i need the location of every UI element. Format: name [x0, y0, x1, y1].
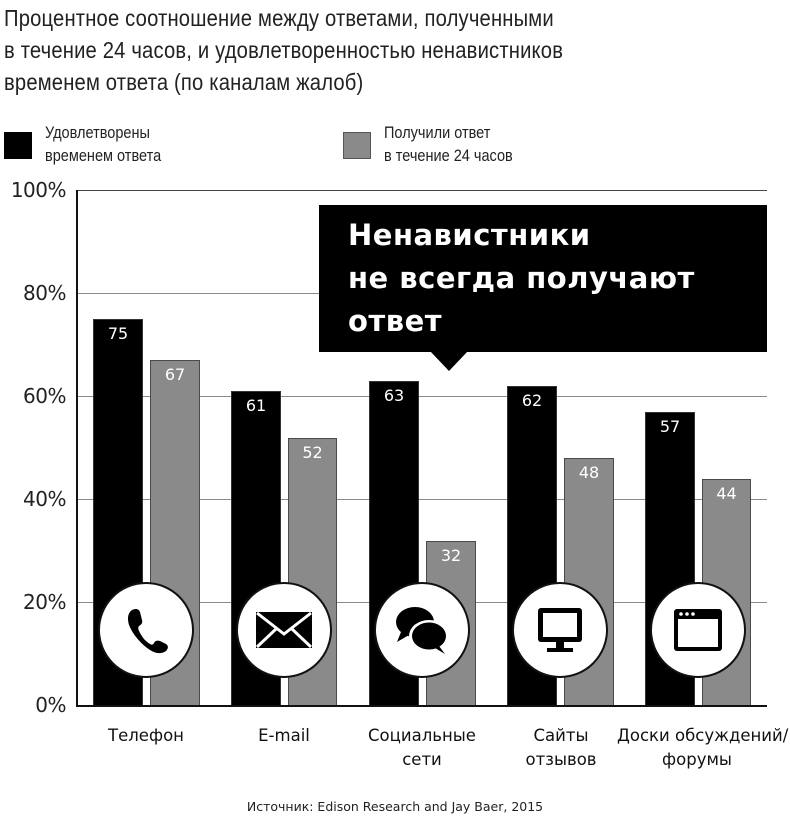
y-tick-label: 40% — [23, 487, 66, 511]
y-axis — [76, 190, 78, 707]
bar-value-label: 32 — [440, 546, 462, 565]
envelope-icon — [236, 582, 332, 678]
x-axis — [76, 705, 767, 707]
chart-title-line: временем ответа (по каналам жалоб) — [4, 69, 364, 95]
category-label-phone: Телефон — [108, 726, 184, 745]
chat-bubbles-icon — [374, 582, 470, 678]
gridline-100 — [77, 190, 767, 191]
browser-window-icon — [650, 582, 746, 678]
chart-title-line: в течение 24 часов, и удовлетворенностью… — [4, 37, 564, 63]
bar-value-label: 44 — [716, 484, 737, 503]
y-tick-label: 80% — [23, 281, 66, 305]
category-label-email: E-mail — [258, 726, 310, 745]
phone-icon — [98, 582, 194, 678]
bar-value-label: 67 — [164, 365, 186, 384]
monitor-icon — [512, 582, 608, 678]
bar-email-responded: 52 — [288, 438, 337, 706]
callout-box: Ненавистники не всегда получают ответ — [319, 205, 767, 352]
legend-swatch-gray — [343, 132, 371, 159]
category-label-reviews: Сайты отзывов — [525, 726, 597, 769]
bar-value-label: 52 — [302, 443, 323, 462]
y-tick-label: 100% — [10, 178, 67, 202]
y-tick-label: 60% — [23, 384, 66, 408]
y-tick-label: 20% — [23, 590, 66, 614]
bar-value-label: 62 — [521, 391, 543, 410]
bar-value-label: 57 — [659, 417, 681, 436]
legend-label: Удовлетворены временем ответа — [45, 124, 162, 165]
bar-value-label: 63 — [383, 386, 405, 405]
bar-value-label: 61 — [245, 396, 267, 415]
gridline-40 — [77, 499, 767, 500]
legend-label: Получили ответ в течение 24 часов — [384, 124, 513, 165]
chart-title-line: Процентное соотношение между ответами, п… — [4, 5, 554, 31]
callout-text: Ненавистники не всегда получают ответ — [348, 218, 695, 338]
callout-pointer — [430, 351, 468, 371]
bar-value-label: 48 — [578, 463, 600, 482]
category-label-social: Социальные сети — [368, 726, 476, 769]
category-label-forums: Доски обсуждений/ форумы — [617, 726, 789, 769]
y-tick-label: 0% — [35, 693, 66, 717]
gridline-60 — [77, 396, 767, 397]
legend-swatch-black — [4, 132, 32, 159]
bar-value-label: 75 — [107, 324, 129, 343]
source-note: Источник: Edison Research and Jay Baer, … — [246, 799, 544, 814]
chart-title: Процентное соотношение между ответами, п… — [4, 2, 658, 98]
